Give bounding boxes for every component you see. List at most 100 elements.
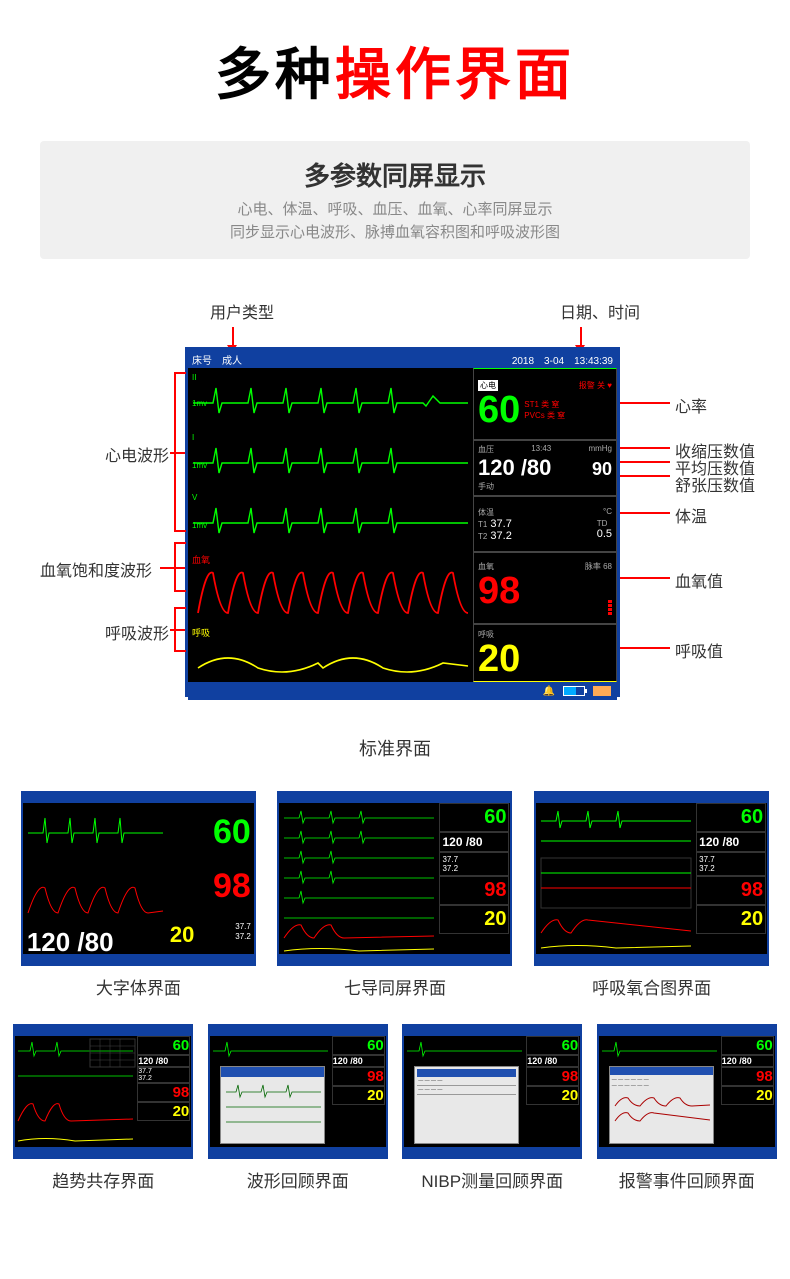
nibp-review-popup: — — — — — — — — — [414, 1066, 519, 1144]
label-user-type: 用户类型 — [210, 299, 274, 323]
monitor-topbar: 床号 成人 2018 3-04 13:43:39 — [188, 350, 617, 368]
subheader-box: 多参数同屏显示 心电、体温、呼吸、血压、血氧、心率同屏显示 同步显示心电波形、脉… — [40, 141, 750, 259]
th-hr: 60 — [137, 1036, 190, 1055]
thumb-screen: 60 120 /80 98 20 — — — — — —— — — — — — — [597, 1024, 777, 1159]
resp-wave — [198, 658, 468, 672]
temp-label: 体温 — [478, 507, 494, 518]
alarm-review-popup: — — — — — —— — — — — — — [609, 1066, 714, 1144]
thumb-screen: 120 /80 60 98 2037.737.2 — [21, 791, 256, 966]
th-hr: 60 — [170, 813, 251, 852]
thumb-caption: 大字体界面 — [96, 974, 181, 999]
spo2-param-box: 血氧脉率 68 98 — [473, 552, 617, 624]
bed-patient-type: 床号 成人 — [192, 352, 242, 367]
ecg-wave-3 — [193, 508, 468, 533]
thumbnail-row-4: 60 120 /80 37.737.2 98 20 趋势共存界面 60 120 … — [0, 1004, 790, 1197]
thumb-screen: 60 120 /80 37.737.2 98 20 — [534, 791, 769, 966]
label-datetime: 日期、时间 — [560, 299, 640, 323]
th-hr: 60 — [526, 1036, 579, 1055]
nibp-mean: 90 — [592, 459, 612, 480]
connector — [620, 512, 670, 514]
th-spo2: 98 — [170, 867, 251, 906]
thumb-caption: 报警事件回顾界面 — [619, 1167, 755, 1192]
thumbnail-row-3: 120 /80 60 98 2037.737.2 大字体界面 — [0, 771, 790, 1004]
nibp-value: 120 /80 — [478, 455, 551, 481]
arrow-line — [232, 327, 234, 347]
th-resp: 20 — [696, 905, 766, 934]
connector — [620, 647, 670, 649]
connector — [620, 461, 670, 463]
th-t1: 37.7 — [138, 1068, 189, 1075]
connector — [170, 452, 185, 454]
main-caption: 标准界面 — [10, 735, 780, 761]
th-nibp: 120 /80 — [442, 835, 482, 849]
ecg-param-box: 心电报警 关 ♥ 60ST1 类 窒PVCs 类 窒 — [473, 368, 617, 440]
resp-param-box: 呼吸 20 — [473, 624, 617, 682]
annot-ecg-wave: 心电波形 — [105, 442, 169, 466]
temp-param-box: 体温°C T1 37.7T2 37.2 TD0.5 — [473, 496, 617, 552]
th-spo2: 98 — [137, 1083, 190, 1102]
thumb-trend: 60 120 /80 37.737.2 98 20 趋势共存界面 — [13, 1024, 193, 1192]
resp-value: 20 — [478, 640, 612, 678]
nibp-param-box: 血压 13:43 mmHg 120 /80 90 手动 — [473, 440, 617, 496]
annot-dia: 舒张压数值 — [675, 472, 755, 496]
th-hr: 60 — [332, 1036, 385, 1055]
patient-monitor-screen: 床号 成人 2018 3-04 13:43:39 II 1mv I 1mv — [185, 347, 620, 697]
connector — [620, 475, 670, 477]
nibp-mode: 手动 — [478, 481, 612, 492]
title-part2: 操作界面 — [335, 43, 575, 106]
monitor-body: II 1mv I 1mv V 1mv 血氧 — [188, 368, 617, 682]
nibp-time: 13:43 — [531, 444, 551, 455]
annot-temp: 体温 — [675, 503, 707, 527]
thumb-wave-review: 60 120 /80 98 20 波形回顾界面 — [208, 1024, 388, 1192]
thumb-large-font: 120 /80 60 98 2037.737.2 大字体界面 — [21, 791, 256, 999]
thumb-caption: 趋势共存界面 — [52, 1167, 154, 1192]
thumb-screen: 60 120 /80 98 20 — [208, 1024, 388, 1159]
th-spo2: 98 — [721, 1067, 774, 1086]
connector — [160, 567, 185, 569]
annot-spo2: 血氧值 — [675, 568, 723, 592]
ecg-pvc: PVCs 类 窒 — [524, 410, 565, 421]
th-t2: 37.2 — [138, 1075, 189, 1082]
wave-review-popup — [220, 1066, 325, 1144]
th-hr: 60 — [696, 803, 766, 832]
nibp-label: 血压 — [478, 444, 494, 455]
page-header: 多种操作界面 — [0, 0, 790, 121]
annot-resp: 呼吸值 — [675, 638, 723, 662]
th-t2: 37.2 — [235, 932, 251, 942]
t1-label: T1 — [478, 520, 487, 529]
waveform-svg: II 1mv I 1mv V 1mv 血氧 — [188, 368, 473, 682]
thumb-nibp-review: 60 120 /80 98 20 — — — — — — — — NIBP测量回… — [402, 1024, 582, 1192]
th-spo2: 98 — [696, 876, 766, 905]
ecg-wave-2 — [193, 448, 468, 473]
thumb-caption: 七导同屏界面 — [344, 974, 446, 999]
th-t1: 37.7 — [442, 855, 506, 864]
page-title: 多种操作界面 — [0, 30, 790, 111]
annot-spo2-wave: 血氧饱和度波形 — [40, 557, 152, 581]
td-label: TD — [597, 519, 612, 528]
spo2-pulse: 脉率 68 — [585, 561, 612, 572]
spo2-wave — [198, 573, 468, 614]
parameter-panel: 心电报警 关 ♥ 60ST1 类 窒PVCs 类 窒 血压 13:43 mmHg 1… — [473, 368, 617, 682]
thumb-caption: NIBP测量回顾界面 — [421, 1167, 563, 1192]
t1-value: 37.7 — [490, 518, 511, 530]
th-spo2: 98 — [439, 876, 509, 905]
battery-icon — [563, 686, 585, 696]
th-nibp: 120 /80 — [526, 1055, 579, 1067]
thumb-screen: 60 120 /80 98 20 — — — — — — — — — [402, 1024, 582, 1159]
th-t2: 37.2 — [699, 864, 763, 873]
t2-label: T2 — [478, 532, 487, 541]
th-nibp: 120 /80 — [721, 1055, 774, 1067]
th-resp: 20 — [439, 905, 509, 934]
th-t2: 37.2 — [442, 864, 506, 873]
th-spo2: 98 — [526, 1067, 579, 1086]
nibp-unit: mmHg — [588, 444, 612, 455]
thumb-caption: 波形回顾界面 — [247, 1167, 349, 1192]
annot-hr: 心率 — [675, 393, 707, 417]
status-icon — [593, 686, 611, 696]
th-hr: 60 — [721, 1036, 774, 1055]
ecg-alarm: 报警 关 ♥ — [579, 380, 612, 391]
main-diagram: 用户类型 日期、时间 床号 成人 2018 3-04 13:43:39 II 1… — [0, 279, 790, 771]
heart-rate-value: 60 — [478, 391, 520, 429]
connector — [620, 447, 670, 449]
th-nibp: 120 /80 — [696, 832, 766, 852]
